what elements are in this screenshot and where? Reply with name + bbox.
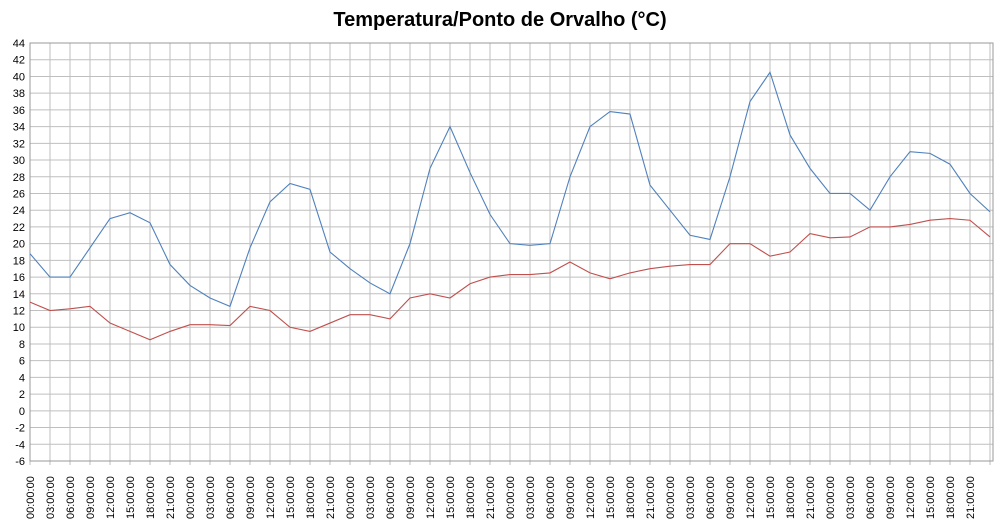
y-tick-label: 10 [13,322,25,334]
x-tick-label: 00:00:00 [505,476,517,519]
x-tick-label: 18:00:00 [465,476,477,519]
y-tick-label: 2 [19,389,25,401]
x-tick-label: 00:00:00 [825,476,837,519]
x-tick-label: 09:00:00 [725,476,737,519]
x-tick-label: 00:00:00 [665,476,677,519]
x-tick-label: 18:00:00 [305,476,317,519]
x-tick-label: 21:00:00 [485,476,497,519]
x-tick-label: 18:00:00 [785,476,797,519]
grid [29,42,994,465]
x-tick-label: 00:00:00 [25,476,37,519]
x-tick-label: 03:00:00 [845,476,857,519]
series-line-0 [29,71,991,308]
x-tick-label: 06:00:00 [545,476,557,519]
x-tick-label: 09:00:00 [245,476,257,519]
x-tick-label: 21:00:00 [325,476,337,519]
x-tick-label: 15:00:00 [285,476,297,519]
x-tick-label: 18:00:00 [625,476,637,519]
y-tick-label: 38 [13,88,25,100]
y-tick-label: 24 [13,205,25,217]
y-tick-label: 6 [19,356,25,368]
y-tick-label: 28 [13,172,25,184]
y-tick-label: 12 [13,306,25,318]
y-tick-label: 32 [13,138,25,150]
x-tick-label: 06:00:00 [705,476,717,519]
x-tick-label: 06:00:00 [65,476,77,519]
y-tick-label: 0 [19,406,25,418]
x-tick-label: 12:00:00 [745,476,757,519]
x-tick-label: 00:00:00 [345,476,357,519]
x-tick-label: 03:00:00 [205,476,217,519]
x-tick-label: 09:00:00 [565,476,577,519]
y-tick-label: 36 [13,105,25,117]
x-tick-label: 12:00:00 [905,476,917,519]
y-tick-label: -4 [15,439,25,451]
x-tick-label: 12:00:00 [425,476,437,519]
y-axis: -6-4-20246810121416182022242628303234363… [13,38,25,468]
y-tick-label: 30 [13,155,25,167]
y-tick-label: 8 [19,339,25,351]
y-tick-label: 26 [13,188,25,200]
y-tick-label: 4 [19,372,25,384]
x-tick-label: 06:00:00 [385,476,397,519]
x-tick-label: 15:00:00 [125,476,137,519]
y-tick-label: 42 [13,55,25,67]
x-tick-label: 03:00:00 [365,476,377,519]
x-tick-label: 21:00:00 [805,476,817,519]
y-tick-label: 22 [13,222,25,234]
x-tick-label: 03:00:00 [685,476,697,519]
x-tick-label: 03:00:00 [525,476,537,519]
y-tick-label: 44 [13,38,25,50]
x-tick-label: 09:00:00 [85,476,97,519]
x-tick-label: 12:00:00 [105,476,117,519]
x-tick-label: 15:00:00 [605,476,617,519]
series-lines [29,71,991,341]
x-tick-label: 12:00:00 [265,476,277,519]
x-tick-label: 18:00:00 [945,476,957,519]
y-tick-label: 34 [13,122,25,134]
y-tick-label: 14 [13,289,25,301]
x-tick-label: 09:00:00 [885,476,897,519]
series-line-1 [29,218,991,341]
y-tick-label: 40 [13,71,25,83]
x-tick-label: 18:00:00 [145,476,157,519]
x-axis: 00:00:00 03:00:00 06:00:00 09:00:00 12:00:00… [25,476,977,519]
y-tick-label: 16 [13,272,25,284]
x-tick-label: 15:00:00 [445,476,457,519]
x-tick-label: 06:00:00 [865,476,877,519]
y-tick-label: -2 [15,423,25,435]
x-tick-label: 21:00:00 [965,476,977,519]
y-tick-label: -6 [15,456,25,468]
x-tick-label: 15:00:00 [765,476,777,519]
x-tick-label: 00:00:00 [185,476,197,519]
y-tick-label: 18 [13,255,25,267]
x-tick-label: 21:00:00 [645,476,657,519]
y-tick-label: 20 [13,239,25,251]
x-tick-label: 03:00:00 [45,476,57,519]
chart-title: Temperatura/Ponto de Orvalho (°C) [333,9,666,31]
x-tick-label: 12:00:00 [585,476,597,519]
x-tick-label: 21:00:00 [165,476,177,519]
x-tick-label: 15:00:00 [925,476,937,519]
x-tick-label: 09:00:00 [405,476,417,519]
plot-border [29,42,994,462]
x-tick-label: 06:00:00 [225,476,237,519]
